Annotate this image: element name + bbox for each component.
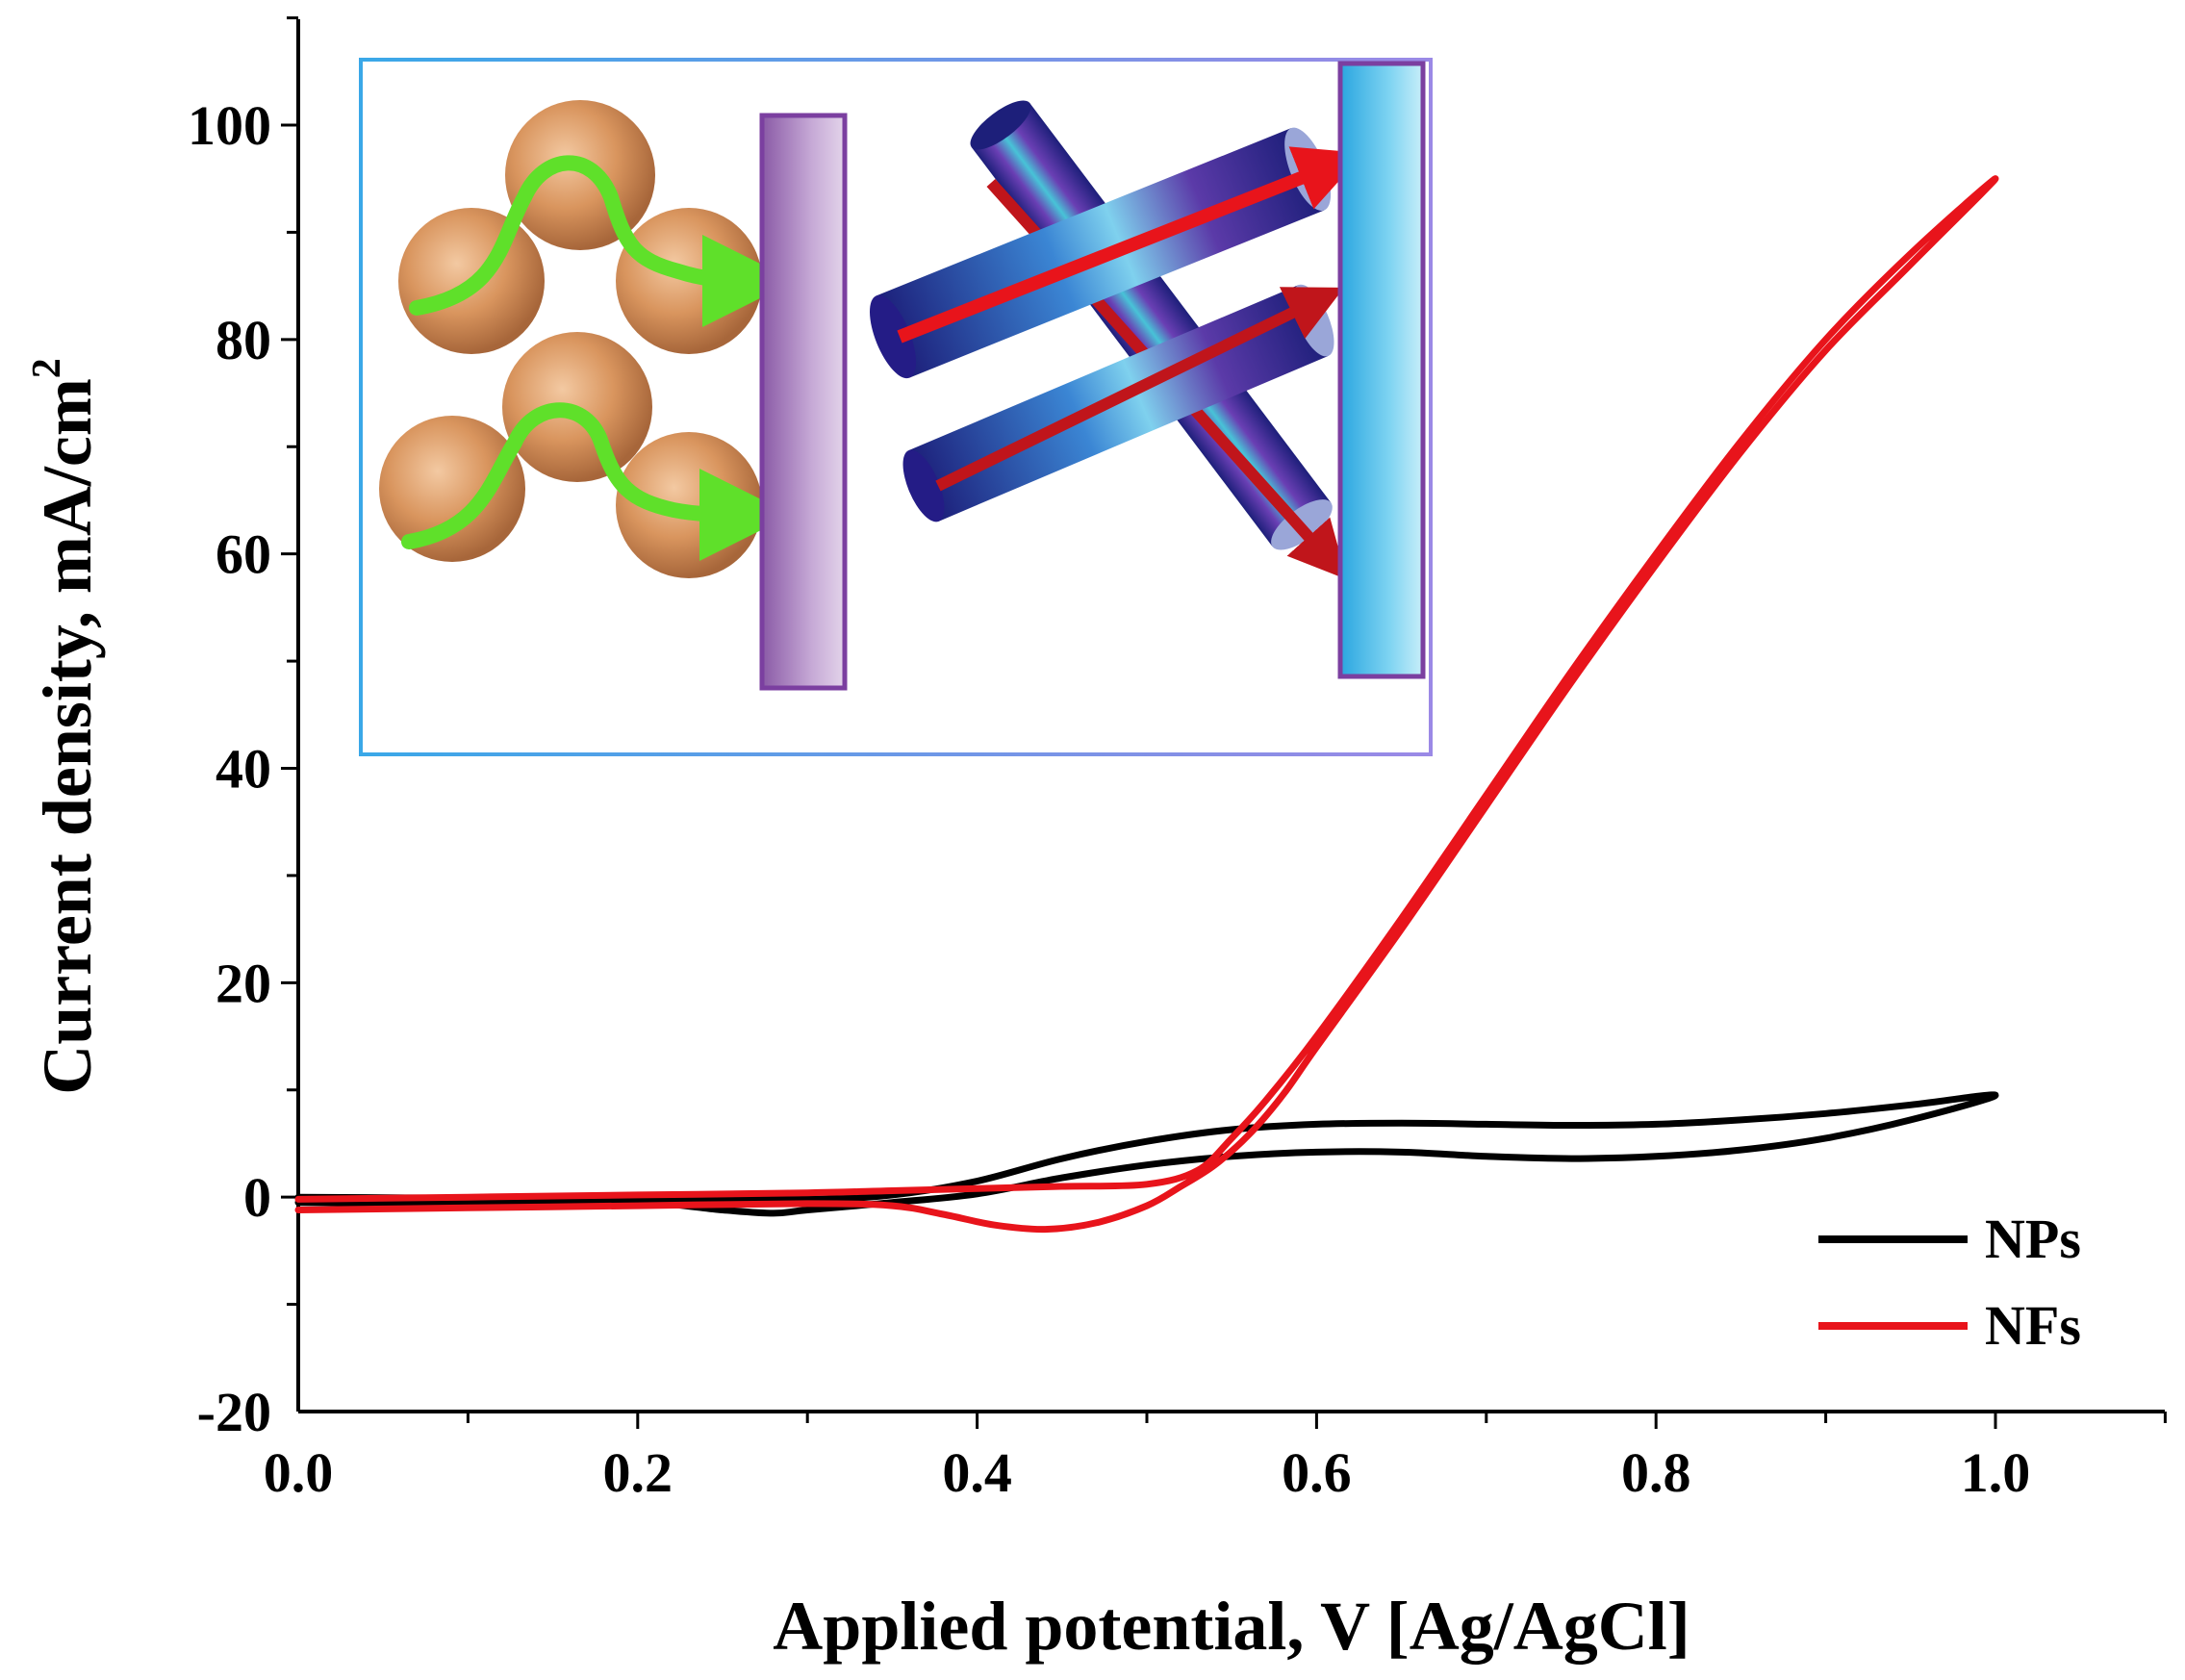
y-tick-label: 80 — [216, 309, 271, 371]
nanoparticle — [505, 100, 655, 250]
electron-path-arrow — [401, 402, 792, 561]
x-tick-label: 0.0 — [264, 1441, 334, 1504]
x-ticks: 0.0 0.2 0.4 0.6 0.8 1.0 — [264, 1412, 2167, 1504]
y-tick-label: 20 — [216, 952, 271, 1014]
x-axis-title: Applied potential, V [Ag/AgCl] — [773, 1588, 1690, 1665]
series-layer — [294, 175, 1999, 1234]
y-axis-title-text: Current density, mA/cm — [29, 378, 106, 1095]
electron-path-arrow — [935, 287, 1344, 492]
nanoparticle — [379, 416, 525, 562]
y-tick-label: 60 — [216, 523, 271, 586]
y-tick-label: -20 — [197, 1381, 271, 1443]
legend-label-nps: NPs — [1985, 1208, 2081, 1270]
inset-schematic — [359, 58, 1433, 756]
y-axis-title-sup: 2 — [25, 358, 69, 378]
legend: NPs NFs — [1818, 1208, 2081, 1357]
electron-path-arrow — [897, 146, 1364, 344]
x-tick-label: 0.8 — [1621, 1441, 1691, 1504]
electron-path-arrow — [409, 155, 795, 327]
y-tick-label: 40 — [216, 738, 271, 801]
y-tick-label: 100 — [188, 94, 271, 157]
svg-text:Current density, mA/cm2: Current density, mA/cm2 — [25, 358, 106, 1095]
y-axis-title: Current density, mA/cm2 — [25, 358, 106, 1095]
x-tick-label: 0.2 — [603, 1441, 673, 1504]
x-tick-label: 0.4 — [942, 1441, 1012, 1504]
y-tick-label: 0 — [243, 1166, 271, 1229]
x-tick-label: 1.0 — [1961, 1441, 2031, 1504]
x-tick-label: 0.6 — [1282, 1441, 1352, 1504]
electrode-bar — [759, 113, 848, 691]
electrode-bar — [1337, 61, 1426, 679]
series-line-nfs — [294, 175, 1999, 1234]
legend-label-nfs: NFs — [1985, 1294, 2081, 1357]
y-ticks: -20 0 20 40 60 80 100 — [188, 16, 298, 1443]
